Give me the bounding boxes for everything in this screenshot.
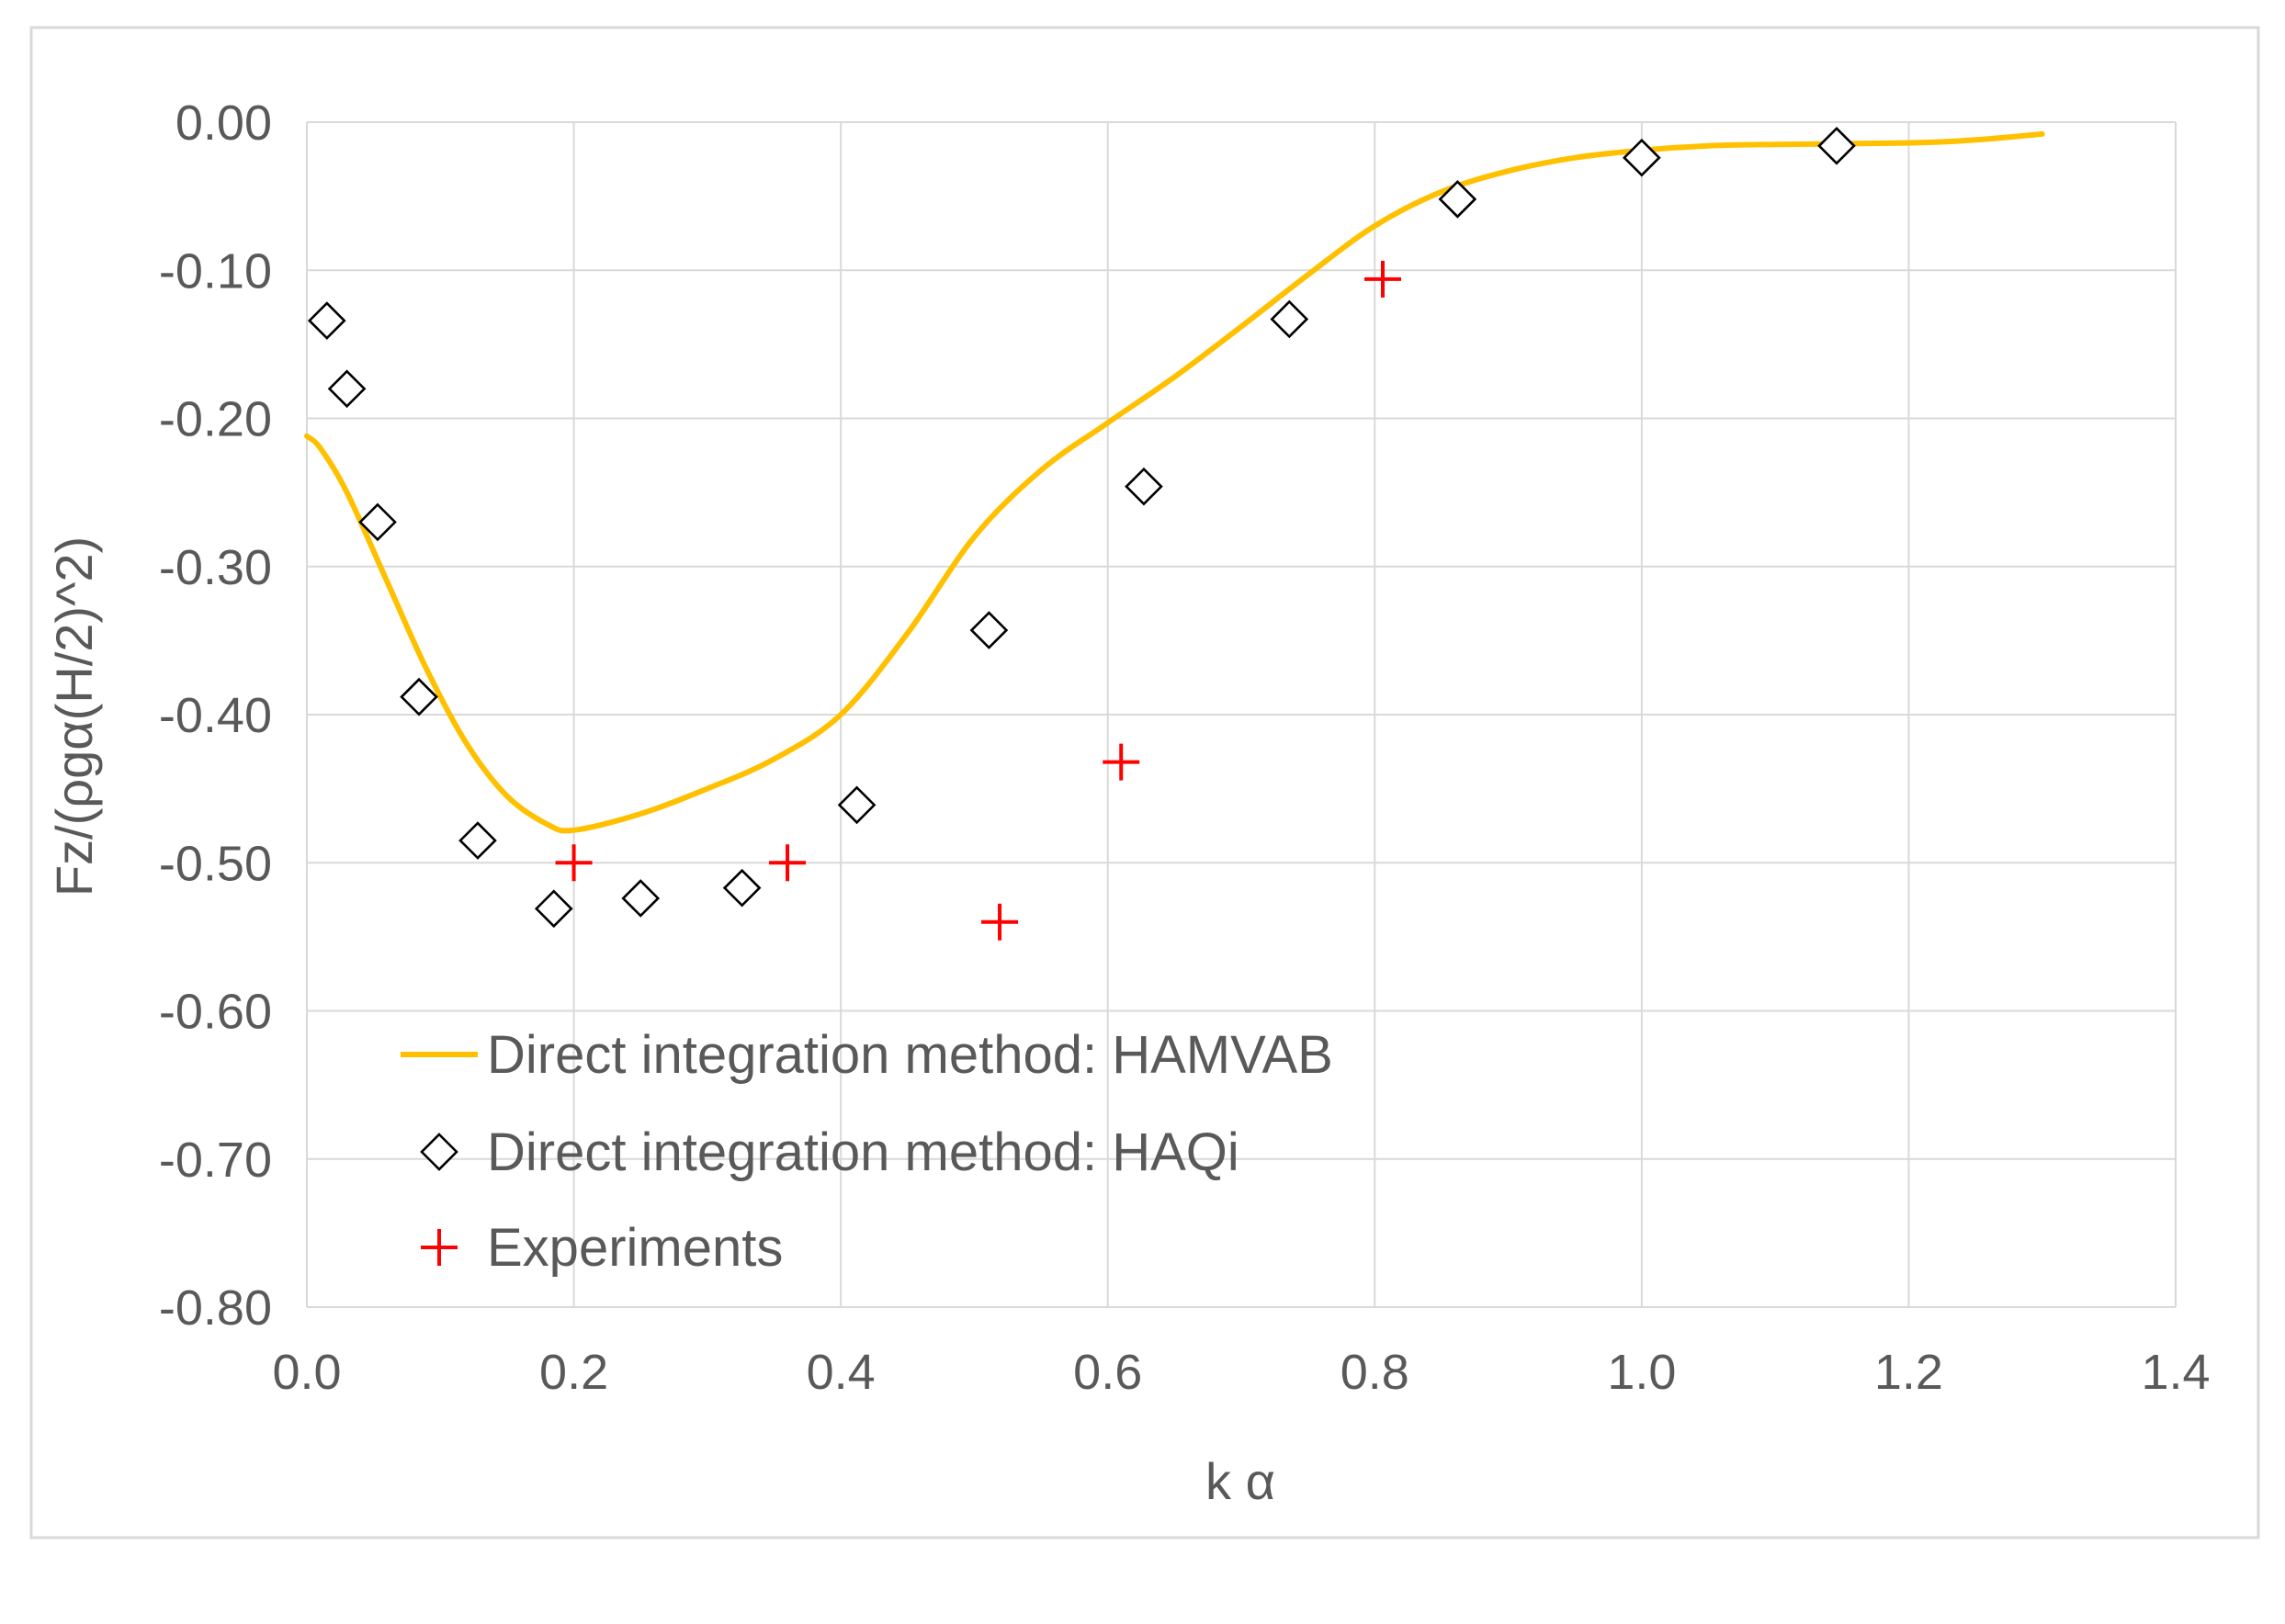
y-tick-label: -0.30: [159, 540, 272, 595]
y-tick-label: 0.00: [175, 96, 272, 151]
x-tick-label: 0.6: [1073, 1345, 1142, 1400]
y-tick-label: -0.20: [159, 392, 272, 447]
y-axis-title: Fz/(ρgα(H/2)^2): [45, 536, 103, 897]
haqi-point: [400, 677, 438, 716]
experiment-point: [769, 844, 807, 882]
legend-label: Direct integration method: HAMVAB: [487, 1025, 1333, 1085]
legend: Direct integration method: HAMVAB Direct …: [401, 1025, 1333, 1278]
experiment-point: [1364, 260, 1402, 298]
haqi-point: [458, 821, 497, 860]
y-tick-label: -0.70: [159, 1133, 272, 1188]
x-axis-title: k α: [1205, 1452, 1275, 1510]
x-tick-label: 1.2: [1874, 1345, 1943, 1400]
haqi-point: [1623, 138, 1661, 177]
haqi-point: [837, 785, 877, 825]
legend-diamond-swatch: [420, 1133, 458, 1171]
experiment-point: [555, 844, 593, 882]
y-tick-label: -0.10: [159, 243, 272, 299]
x-tick-label: 0.0: [272, 1345, 341, 1400]
haqi-point: [1438, 180, 1477, 219]
legend-label: Direct integration method: HAQi: [487, 1122, 1239, 1182]
haqi-point: [358, 502, 397, 542]
y-tick-label: -0.60: [159, 985, 272, 1040]
legend-entry-haqi: Direct integration method: HAQi: [420, 1122, 1239, 1182]
hamvab-curve: [304, 130, 2045, 834]
series-hamvab-line: [304, 130, 2045, 834]
x-tick-label: 0.8: [1340, 1345, 1409, 1400]
grid-layer: [306, 121, 2177, 1308]
series-layer: [304, 126, 2045, 941]
haqi-point: [307, 301, 346, 340]
legend-entry-hamvab: Direct integration method: HAMVAB: [401, 1025, 1333, 1085]
haqi-point: [969, 611, 1009, 649]
y-tick-label: -0.40: [159, 688, 272, 743]
x-tick-label: 0.4: [807, 1345, 876, 1400]
series-experiments-markers: [555, 260, 1402, 941]
x-tick-label: 0.2: [539, 1345, 608, 1400]
x-tick-label: 1.4: [2141, 1345, 2210, 1400]
y-tick-label: -0.50: [159, 836, 272, 891]
haqi-point: [1817, 126, 1856, 165]
haqi-point: [1270, 299, 1309, 339]
chart-border: [29, 26, 2260, 1539]
experiment-point: [1103, 743, 1140, 781]
y-tick-label: -0.80: [159, 1280, 272, 1336]
legend-entry-experiments: Experiments: [421, 1218, 783, 1278]
haqi-point: [1125, 467, 1163, 506]
haqi-point: [621, 879, 661, 918]
experiment-point: [981, 903, 1019, 941]
series-haqi-markers: [307, 126, 1856, 929]
axis-layer: 0.00 -0.10 -0.20 -0.30 -0.40 -0.50 -0.60 -0.70 -…: [159, 96, 2211, 1400]
haqi-point: [722, 868, 762, 908]
legend-plus-swatch: [421, 1229, 458, 1266]
haqi-point: [327, 369, 367, 409]
x-tick-label: 1.0: [1607, 1345, 1676, 1400]
haqi-point: [534, 889, 573, 929]
legend-label: Experiments: [487, 1218, 783, 1278]
